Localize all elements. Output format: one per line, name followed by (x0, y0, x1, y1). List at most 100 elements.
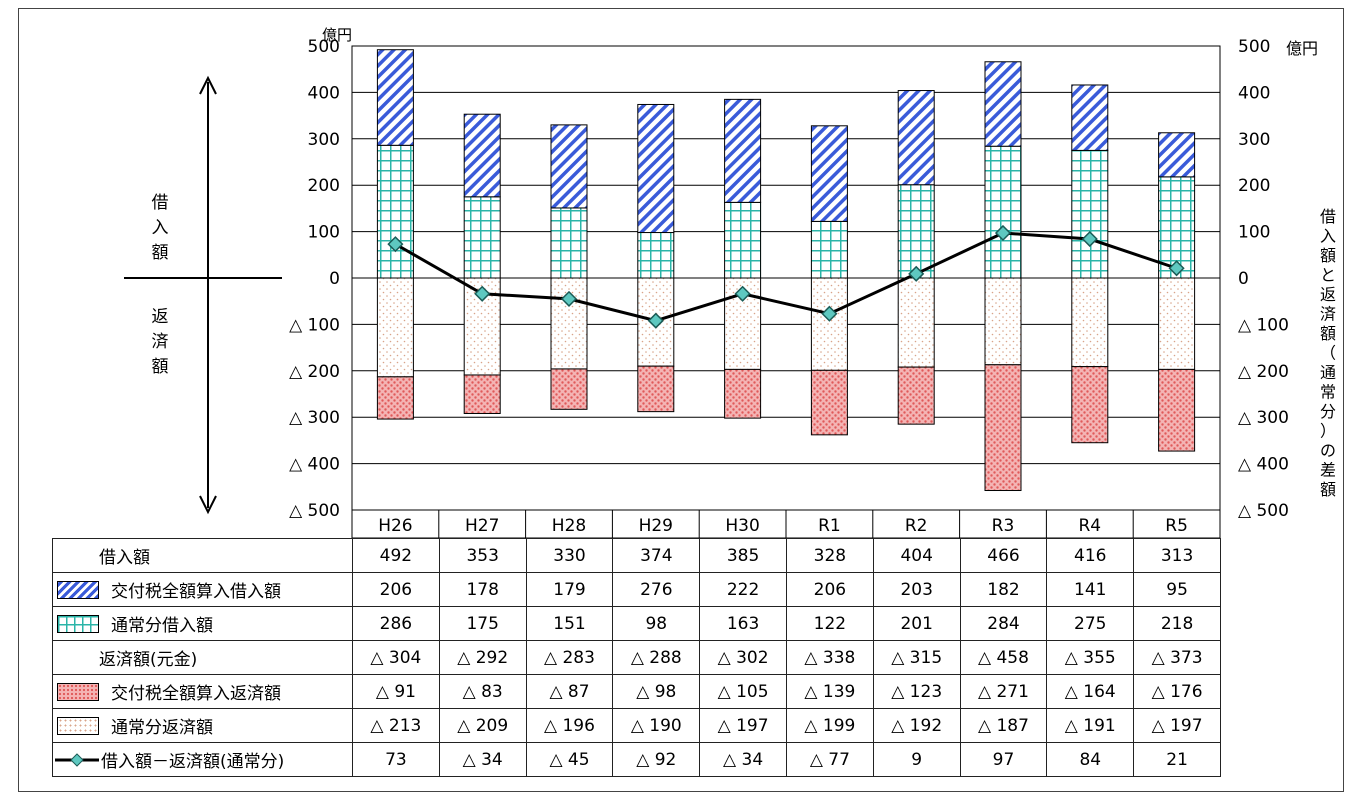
right-axis-unit: 億円 (1286, 39, 1318, 58)
bar-normal-repayment (897, 277, 935, 368)
row-label-text: 通常分借入額 (111, 616, 213, 636)
direction-annotation (124, 75, 282, 515)
table-cell: 151 (525, 606, 614, 641)
table-cell: 163 (699, 606, 787, 641)
borrow-vertical-label: 借入額 (152, 193, 169, 263)
bar-normal-borrowing (984, 145, 1022, 279)
table-cell: △ 192 (872, 708, 961, 743)
bar-normal-borrowing (897, 184, 935, 279)
table-cell: △ 190 (612, 708, 701, 743)
table-cell: △ 191 (1046, 708, 1135, 743)
difference-point (994, 224, 1012, 242)
table-cell: 275 (1046, 606, 1135, 641)
right-tick-label: △ 400 (1238, 455, 1289, 475)
table-cell: △ 176 (1133, 674, 1221, 709)
table-cell: △ 34 (438, 742, 527, 777)
bar-tax-repayment (1071, 366, 1109, 444)
left-tick-label: 300 (308, 130, 340, 150)
category-label: R4 (1078, 516, 1101, 536)
table-cell: △ 105 (699, 674, 787, 709)
right-tick-label: 0 (1238, 269, 1249, 289)
right-tick-label: 200 (1238, 176, 1270, 196)
table-cell: △ 92 (612, 742, 701, 777)
right-tick-label: △ 300 (1238, 408, 1289, 428)
repay-label-text: 返済額 (152, 307, 169, 377)
bar-normal-borrowing (724, 201, 762, 279)
difference-line (387, 224, 1185, 329)
category-label: H29 (639, 516, 673, 536)
bar-normal-borrowing (810, 220, 848, 279)
table-row: 借入額 492 353 330 374 385 328 404 466 416 313 (52, 538, 1221, 573)
data-table: 借入額 492 353 330 374 385 328 404 466 416 313 交付税全額算入… (52, 538, 1221, 777)
table-cell: 97 (959, 742, 1048, 777)
table-cell: △ 199 (785, 708, 874, 743)
table-cell: △ 139 (785, 674, 874, 709)
repay-vertical-label: 返済額 (152, 307, 169, 377)
table-cell: 284 (959, 606, 1048, 641)
bar-tax-borrowing (810, 125, 848, 222)
left-tick-label: △ 100 (289, 315, 340, 335)
bar-normal-repayment (1071, 277, 1109, 368)
category-label: R2 (905, 516, 928, 536)
table-cell: 374 (612, 538, 701, 573)
category-label: H30 (725, 516, 759, 536)
category-label: R5 (1165, 516, 1188, 536)
table-row: 通常分借入額 286 175 151 98 163 122 201 284 275 218 (52, 606, 1221, 641)
table-cell: 122 (785, 606, 874, 641)
table-cell: △ 45 (525, 742, 614, 777)
row-label-cell: 返済額(元金) (52, 640, 353, 675)
bar-tax-repayment (897, 366, 935, 425)
difference-point (1081, 230, 1098, 248)
bar-tax-repayment (463, 374, 501, 414)
table-cell: △ 373 (1133, 640, 1221, 675)
table-cell: △ 292 (438, 640, 527, 675)
table-cell: 206 (352, 572, 440, 607)
left-tick-label: 200 (308, 176, 340, 196)
table-cell: 218 (1133, 606, 1221, 641)
right-axis-label-text: 借入額と返済額（通常分）の差額 (1320, 207, 1336, 499)
difference-point (734, 285, 751, 302)
table-cell: △ 91 (352, 674, 440, 709)
table-cell: 21 (1133, 742, 1221, 777)
right-tick-label: △ 200 (1238, 362, 1289, 382)
table-cell: △ 87 (525, 674, 614, 709)
bar-tax-borrowing (376, 49, 414, 146)
table-cell: △ 283 (525, 640, 614, 675)
right-axis-ticks: 500 400 300 200 100 0 △ 100 △ 200 △ 300 △ 400 △ 50… (1238, 37, 1289, 521)
row-label-cell: 借入額 (52, 538, 353, 573)
table-cell: 328 (785, 538, 874, 573)
legend-swatch (57, 614, 99, 633)
row-label-text: 通常分返済額 (111, 718, 213, 738)
table-cell: 313 (1133, 538, 1221, 573)
left-tick-label: 400 (308, 83, 340, 103)
table-cell: 276 (612, 572, 701, 607)
table-cell: 141 (1046, 572, 1135, 607)
right-tick-label: △ 100 (1238, 315, 1289, 335)
table-cell: 95 (1133, 572, 1221, 607)
table-cell: 98 (612, 606, 701, 641)
bar-normal-repayment (810, 277, 848, 371)
legend-swatch (57, 682, 99, 701)
difference-line-path (394, 231, 1178, 323)
bar-tax-borrowing (724, 98, 762, 203)
table-cell: 73 (352, 742, 440, 777)
table-cell: △ 338 (785, 640, 874, 675)
difference-point (474, 285, 491, 302)
table-cell: 353 (438, 538, 527, 573)
table-cell: △ 315 (872, 640, 961, 675)
category-labels: H26 H27 H28 H29 H30 R1 R2 R3 R4 R5 (351, 510, 1221, 539)
figure-frame (18, 8, 1344, 792)
table-cell: △ 213 (352, 708, 440, 743)
bar-tax-borrowing (637, 103, 675, 234)
table-cell: △ 197 (1133, 708, 1221, 743)
bar-normal-borrowing (1071, 149, 1109, 279)
row-label-text: 交付税全額算入返済額 (111, 684, 281, 704)
table-cell: △ 304 (352, 640, 440, 675)
row-label-text: 借入額 (99, 548, 150, 568)
difference-point (647, 312, 664, 329)
left-tick-label: △ 500 (289, 501, 340, 521)
borrow-label-text: 借入額 (152, 193, 169, 263)
borrowing-repayment-chart: 借入額 返済額 億円 億円 500 400 300 200 100 0 △ 100 △ 200… (124, 26, 1336, 539)
right-axis-label: 借入額と返済額（通常分）の差額 (1320, 207, 1336, 499)
bar-normal-borrowing (376, 144, 414, 279)
